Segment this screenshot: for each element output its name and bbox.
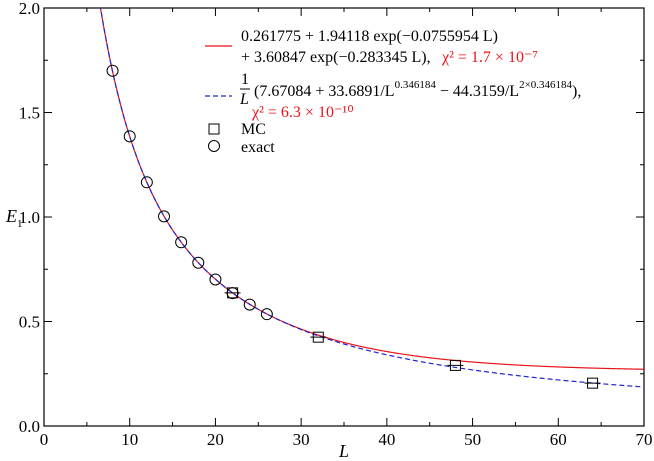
- exact-point: [260, 308, 273, 321]
- exact-point: [140, 176, 153, 189]
- x-tick-label: 50: [464, 430, 481, 449]
- legend-pow-chi2: χ² = 6.3 × 10⁻¹⁰: [251, 104, 354, 121]
- x-tick-label: 70: [636, 430, 653, 449]
- axis-tick-labels: 0 10 20 30 40 50 60 70 0.0 0.5 1.0 1.5 2.0: [19, 0, 653, 449]
- legend-exp-line2: + 3.60847 exp(−0.283345 L),: [241, 49, 431, 66]
- axis-ticks: [43, 7, 645, 427]
- exact-point: [123, 130, 136, 143]
- legend-exp-line1: 0.261775 + 1.94118 exp(−0.0755954 L): [241, 28, 498, 45]
- legend-label-mc: MC: [241, 121, 266, 138]
- x-axis-title: L: [338, 441, 349, 461]
- mc-point: [449, 359, 461, 371]
- exact-point: [158, 210, 170, 223]
- y-tick-label: 1.0: [19, 208, 40, 227]
- y-tick-label: 1.5: [19, 104, 40, 123]
- x-tick-label: 0: [40, 430, 49, 449]
- legend-pow-frac-num: 1: [241, 71, 249, 88]
- mc-point: [312, 331, 324, 343]
- y-tick-label: 0.5: [19, 313, 40, 332]
- legend-marker-exact: [208, 140, 220, 152]
- exact-point: [175, 236, 188, 249]
- legend-label-exact: exact: [241, 139, 275, 156]
- x-tick-label: 60: [550, 430, 567, 449]
- legend-exp-chi2: χ² = 1.7 × 10⁻⁷: [441, 49, 538, 66]
- plot-frame: [43, 7, 645, 427]
- fit-curve-power: [99, 8, 644, 388]
- x-tick-label: 40: [378, 430, 395, 449]
- legend-marker-mc: [208, 123, 220, 135]
- exact-point: [106, 64, 119, 77]
- legend-pow-expr: (7.67084 + 33.6891/L0.346184 − 44.3159/L…: [254, 79, 581, 100]
- legend-pow-frac-den: L: [239, 91, 249, 108]
- x-tick-label: 20: [207, 430, 224, 449]
- x-tick-label: 30: [293, 430, 310, 449]
- exact-point: [243, 298, 256, 311]
- exact-point: [192, 256, 205, 269]
- x-tick-label: 10: [121, 430, 138, 449]
- y-tick-label: 2.0: [19, 0, 40, 18]
- legend: 0.261775 + 1.94118 exp(−0.0755954 L) + 3…: [205, 28, 581, 156]
- plot-area: [99, 8, 644, 389]
- exact-point: [209, 273, 222, 286]
- mc-point: [587, 377, 599, 389]
- mc-point: [227, 287, 239, 299]
- y-axis-title: E1: [5, 206, 23, 230]
- y-tick-label: 0.0: [19, 417, 40, 436]
- data-markers: [106, 64, 601, 389]
